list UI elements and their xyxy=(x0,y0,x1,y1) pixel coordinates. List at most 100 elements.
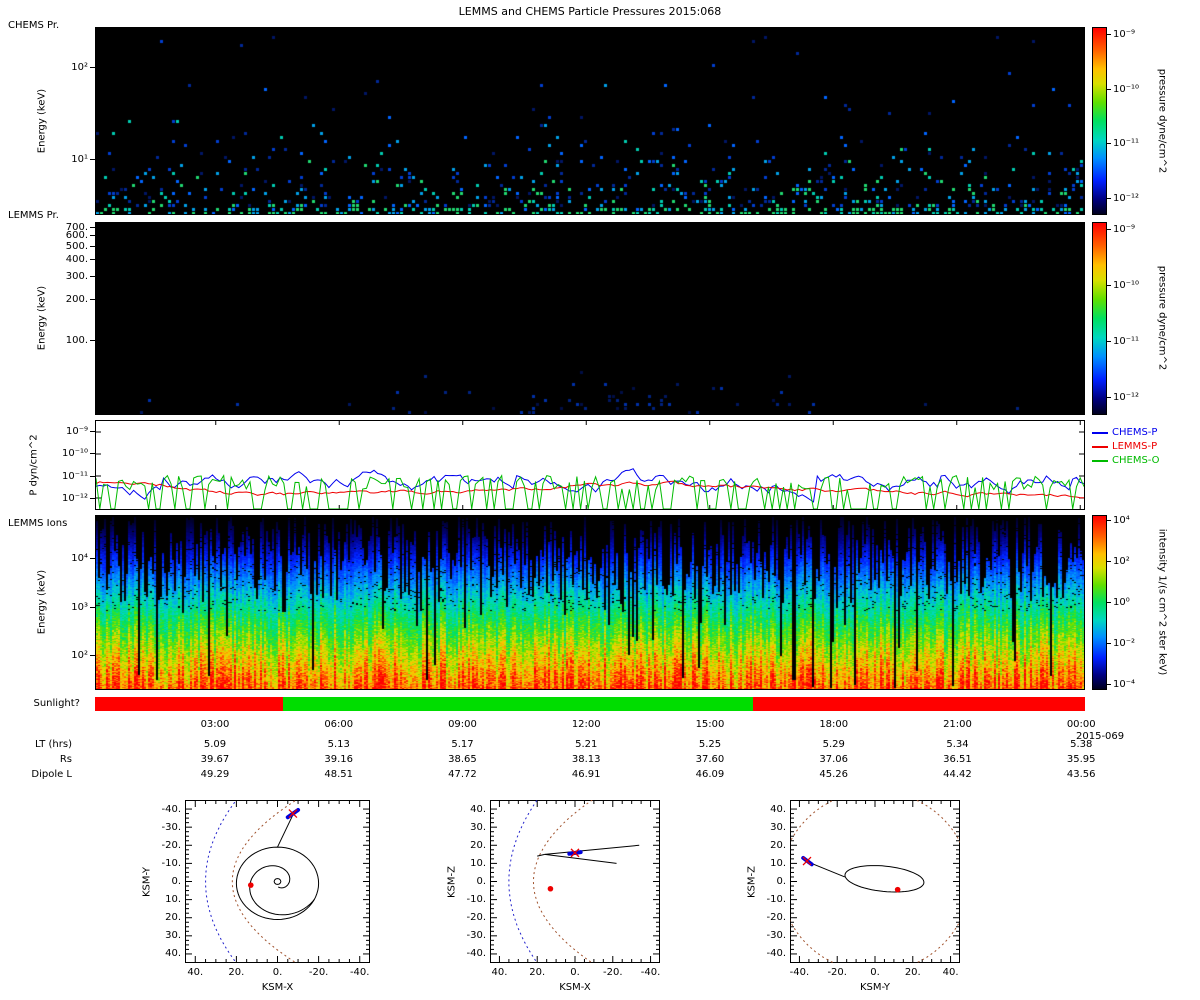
page-title: LEMMS and CHEMS Particle Pressures 2015:… xyxy=(458,5,722,18)
orbit-y-axis-title: KSM-Z xyxy=(446,865,458,898)
chems-spectrogram-canvas xyxy=(96,28,1084,214)
ephemeris-value: 38.65 xyxy=(448,754,477,765)
ephemeris-value: 35.95 xyxy=(1066,754,1096,765)
colorbar-tick-label: 10⁻² xyxy=(1113,638,1136,650)
orbit-y-tick-label: 30. xyxy=(165,930,181,942)
orbit-y-tick-label: 20. xyxy=(165,912,181,924)
axis-tick-label: 200. xyxy=(65,294,88,306)
orbit-y-tick-label: 20. xyxy=(470,839,486,851)
moon-position-dot xyxy=(894,886,901,893)
ephemeris-value: 5.25 xyxy=(698,739,722,750)
colorbar-tick-label: 10⁻⁴ xyxy=(1113,679,1136,691)
pressure-lineplot-svg xyxy=(96,421,1084,509)
ions-spectrogram xyxy=(95,515,1085,690)
colorbar-tick-label: 10⁻¹¹ xyxy=(1113,138,1140,150)
axis-tick xyxy=(90,246,95,247)
ephemeris-value: 37.06 xyxy=(819,754,849,765)
ions-spectrogram-canvas xyxy=(96,516,1084,689)
ephemeris-value: 46.09 xyxy=(695,769,725,780)
colorbar-pressure-2 xyxy=(1092,222,1107,415)
orbit-y-tick-label: 40. xyxy=(165,948,181,960)
colorbar-intensity xyxy=(1092,515,1107,690)
axis-tick-label: 10⁻⁹ xyxy=(65,425,88,437)
orbit-x-axis-title: KSM-Y xyxy=(859,982,891,993)
sunlight-segment-yes xyxy=(283,697,754,711)
orbit_xz-svg xyxy=(490,800,660,963)
ephemeris-value: 47.72 xyxy=(448,769,477,780)
ephemeris-value: 46.91 xyxy=(571,769,601,780)
orbit-y-tick-label: -20. xyxy=(161,839,181,851)
orbit-y-tick-label: 40. xyxy=(470,803,486,815)
colorbar-tick xyxy=(1107,684,1111,686)
orbit-y-tick-label: -10. xyxy=(466,894,486,906)
orbit-y-tick-label: 40. xyxy=(770,803,786,815)
axis-tick xyxy=(90,235,95,237)
y-axis-title-chems: Energy (keV) xyxy=(36,88,48,154)
orbit-x-tick-label: 40. xyxy=(942,967,959,978)
axis-tick xyxy=(90,430,95,432)
orbit-x-tick-label: 40. xyxy=(187,967,204,978)
ephemeris-value: 5.21 xyxy=(575,739,598,750)
orbit-x-tick-label: 20. xyxy=(529,967,546,978)
ephemeris-value: 49.29 xyxy=(200,769,230,780)
colorbar-tick-label: 10⁰ xyxy=(1113,597,1130,608)
axis-tick xyxy=(90,654,95,656)
end-date-label: 2015-069 xyxy=(1076,731,1125,742)
colorbar-tick-label: 10⁻¹⁰ xyxy=(1113,280,1140,292)
orbit-x-axis-title: KSM-X xyxy=(261,982,294,993)
legend-item: CHEMS-P xyxy=(1112,427,1158,438)
orbit-y-tick-label: 10. xyxy=(770,857,786,869)
ephemeris-value: 38.13 xyxy=(571,754,601,765)
orbit-y-tick-label: -40. xyxy=(766,948,786,960)
colorbar-tick xyxy=(1107,397,1111,399)
time-tick-label: 00:00 xyxy=(1066,719,1096,730)
ephemeris-value: 48.51 xyxy=(324,769,354,780)
colorbar-tick-label: 10⁻¹² xyxy=(1113,392,1140,404)
colorbar-tick xyxy=(1107,285,1111,287)
orbit-y-tick-label: -10. xyxy=(161,857,181,869)
colorbar-title-intensity: intensity 1/(s cm^2 ster keV) xyxy=(1156,528,1168,676)
axis-tick xyxy=(90,299,95,301)
axis-tick-label: 10⁻¹¹ xyxy=(61,470,88,482)
colorbar-title-pressure-2: pressure dyne/cm^2 xyxy=(1156,265,1168,371)
axis-tick xyxy=(90,453,95,455)
axis-tick-label: 10⁴ xyxy=(71,553,88,565)
orbit-y-tick-label: 30. xyxy=(770,821,786,833)
axis-tick xyxy=(90,275,95,277)
ephemeris-row-label: LT (hrs) xyxy=(35,739,72,750)
ephemeris-value: 39.16 xyxy=(324,754,354,765)
chems-spectrogram xyxy=(95,27,1085,215)
colorbar-tick-label: 10⁻¹¹ xyxy=(1113,336,1140,348)
orbit_xz-plot xyxy=(490,800,660,963)
colorbar-tick xyxy=(1107,197,1111,199)
sunlight-label: Sunlight? xyxy=(33,698,81,709)
lemms-spectrogram xyxy=(95,222,1085,415)
colorbar-tick xyxy=(1107,602,1111,603)
ephemeris-value: 45.26 xyxy=(819,769,849,780)
lemms-spectrogram-canvas xyxy=(96,223,1084,414)
orbit-y-tick-label: 20. xyxy=(770,839,786,851)
colorbar-tick xyxy=(1107,643,1111,645)
orbit-x-tick-label: 0. xyxy=(272,967,283,978)
orbit-x-tick-label: 20. xyxy=(228,967,245,978)
colorbar-tick-label: 10⁻⁹ xyxy=(1113,224,1136,236)
time-tick-label: 03:00 xyxy=(200,719,230,730)
moon-position-dot xyxy=(247,882,254,888)
axis-tick-label: 10² xyxy=(71,62,88,74)
colorbar-tick xyxy=(1107,143,1111,145)
colorbar-tick-label: 10⁻¹² xyxy=(1113,192,1140,204)
time-tick-label: 12:00 xyxy=(571,719,601,730)
orbit_xy-plot xyxy=(185,800,370,963)
colorbar-tick xyxy=(1107,519,1111,521)
axis-tick-label: 10¹ xyxy=(71,154,88,166)
colorbar-tick xyxy=(1107,560,1111,562)
ephemeris-value: 5.09 xyxy=(203,739,227,750)
legend-item: LEMMS-P xyxy=(1112,441,1158,452)
sunlight-bar xyxy=(95,697,1085,711)
axis-tick-label: 500. xyxy=(65,241,88,252)
orbit-y-tick-label: -40. xyxy=(161,803,181,815)
pressure-lineplot xyxy=(95,420,1085,510)
ephemeris-row-label: Rs xyxy=(59,754,72,765)
orbit-x-tick-label: -20. xyxy=(827,967,847,978)
